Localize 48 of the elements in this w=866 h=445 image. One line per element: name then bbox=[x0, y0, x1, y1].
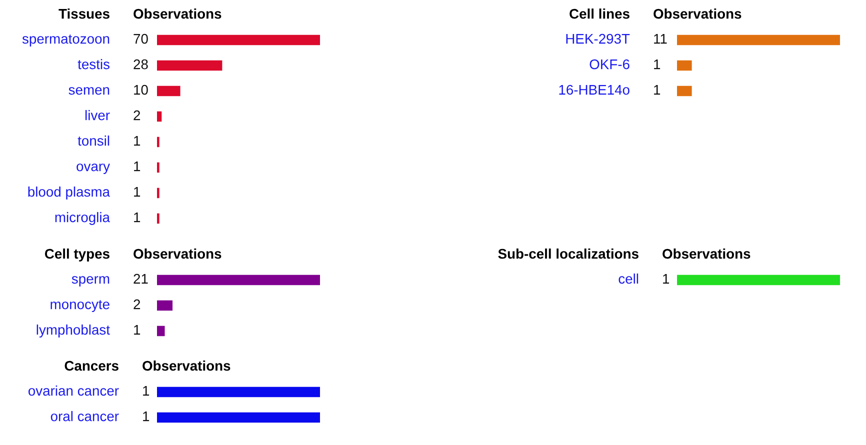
y-tick-label: sperm bbox=[72, 276, 110, 286]
data-label: 1 bbox=[134, 136, 140, 146]
x-axis-title: Observations bbox=[142, 360, 230, 371]
data-label: 1 bbox=[134, 162, 140, 172]
bar bbox=[157, 111, 162, 122]
y-tick-label: monocyte bbox=[50, 300, 110, 312]
data-label: 1 bbox=[654, 60, 660, 70]
bar bbox=[157, 34, 320, 46]
y-tick-label: ovarian cancer bbox=[28, 386, 119, 396]
y-tick-label: microglia bbox=[55, 212, 110, 225]
x-axis-title: Observations bbox=[662, 248, 750, 259]
y-tick-label: 16-HBE14o bbox=[559, 84, 630, 95]
data-label: 21 bbox=[134, 274, 148, 284]
y-axis-title: Tissues bbox=[58, 8, 110, 19]
data-label: 2 bbox=[134, 110, 140, 120]
bar bbox=[157, 86, 180, 96]
y-axis-title: Sub-cell localizations bbox=[498, 248, 638, 259]
y-tick-label: spermatozoon bbox=[22, 34, 110, 46]
y-tick-label: OKF-6 bbox=[590, 59, 630, 70]
y-tick-label: HEK-293T bbox=[566, 34, 630, 44]
y-tick-label: blood plasma bbox=[28, 186, 110, 200]
x-axis-title: Observations bbox=[134, 8, 222, 19]
x-axis-title: Observations bbox=[134, 248, 222, 259]
y-axis-title: Cancers bbox=[64, 360, 118, 371]
y-tick-label: liver bbox=[85, 110, 110, 120]
data-label: 1 bbox=[134, 187, 140, 197]
data-label: 1 bbox=[143, 386, 150, 396]
data-label: 28 bbox=[134, 59, 148, 70]
data-label: 11 bbox=[654, 34, 667, 44]
data-label: 70 bbox=[134, 34, 148, 44]
data-label: 2 bbox=[134, 299, 140, 310]
data-label: 1 bbox=[663, 274, 670, 284]
y-tick-label: semen bbox=[68, 87, 110, 95]
y-tick-label: testis bbox=[78, 59, 110, 70]
data-label: 1 bbox=[134, 325, 140, 335]
y-tick-label: ovary bbox=[76, 164, 110, 174]
y-axis-title: Cell lines bbox=[570, 8, 630, 19]
data-label: 1 bbox=[143, 412, 150, 422]
y-tick-label: lymphoblast bbox=[36, 324, 110, 338]
data-label: 1 bbox=[134, 212, 140, 222]
y-tick-label: cell bbox=[618, 274, 638, 284]
data-label: 10 bbox=[134, 84, 148, 95]
y-tick-label: oral cancer bbox=[50, 411, 119, 422]
y-tick-label: tonsil bbox=[78, 136, 110, 146]
y-axis-title: Cell types bbox=[44, 248, 110, 262]
bar bbox=[157, 60, 222, 71]
data-label: 1 bbox=[654, 85, 660, 95]
x-axis-title: Observations bbox=[654, 8, 742, 19]
